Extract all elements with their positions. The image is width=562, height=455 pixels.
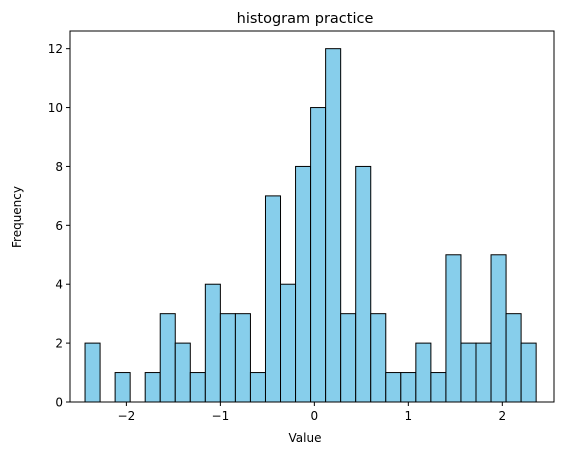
y-tick-label: 12	[48, 42, 63, 56]
y-tick-label: 10	[48, 101, 63, 115]
x-tick-label: −1	[212, 409, 230, 423]
x-tick-label: 0	[311, 409, 319, 423]
histogram-bar	[249, 372, 266, 403]
x-tick-label: −2	[118, 409, 136, 423]
histogram-bar	[385, 372, 402, 403]
chart-title: histogram practice	[237, 11, 374, 27]
histogram-bar	[189, 372, 206, 403]
plot-frame	[69, 30, 555, 403]
histogram-bar	[219, 313, 236, 403]
x-tick-label: 1	[405, 409, 413, 423]
y-tick-label: 8	[55, 160, 63, 174]
histogram-bar	[295, 165, 312, 403]
x-axis-label: Value	[289, 431, 322, 445]
histogram-bar	[174, 342, 191, 403]
histogram-bar	[159, 313, 176, 403]
histogram-bar	[505, 313, 522, 403]
histogram-bar	[84, 342, 101, 403]
bars-group	[84, 48, 537, 403]
x-axis-ticks: −2 −1 0 1 2	[118, 402, 506, 423]
histogram-bar	[370, 313, 387, 403]
y-tick-label: 2	[55, 337, 63, 351]
histogram-bar	[114, 372, 131, 403]
histogram-bar	[234, 313, 251, 403]
y-tick-label: 6	[55, 219, 63, 233]
y-tick-label: 0	[55, 396, 63, 410]
histogram-bar	[204, 283, 221, 403]
histogram-bar	[460, 342, 477, 403]
y-tick-label: 4	[55, 278, 63, 292]
histogram-bar	[520, 342, 537, 403]
histogram-bar	[430, 372, 447, 403]
histogram-bar	[415, 342, 432, 403]
histogram-bar	[400, 372, 417, 403]
y-axis-label: Frequency	[10, 186, 24, 248]
histogram-bar	[340, 313, 357, 403]
histogram-bar	[310, 107, 327, 403]
histogram-bar	[325, 48, 342, 403]
histogram-bar	[445, 254, 462, 403]
histogram-bar	[280, 283, 297, 403]
y-axis-ticks: 0 2 4 6 8 10 12	[48, 42, 70, 410]
histogram-bar	[355, 165, 372, 403]
x-tick-label: 2	[498, 409, 506, 423]
histogram-bar	[475, 342, 492, 403]
histogram-bar	[490, 254, 507, 403]
histogram-bar	[264, 195, 282, 403]
histogram-bar	[144, 372, 161, 403]
